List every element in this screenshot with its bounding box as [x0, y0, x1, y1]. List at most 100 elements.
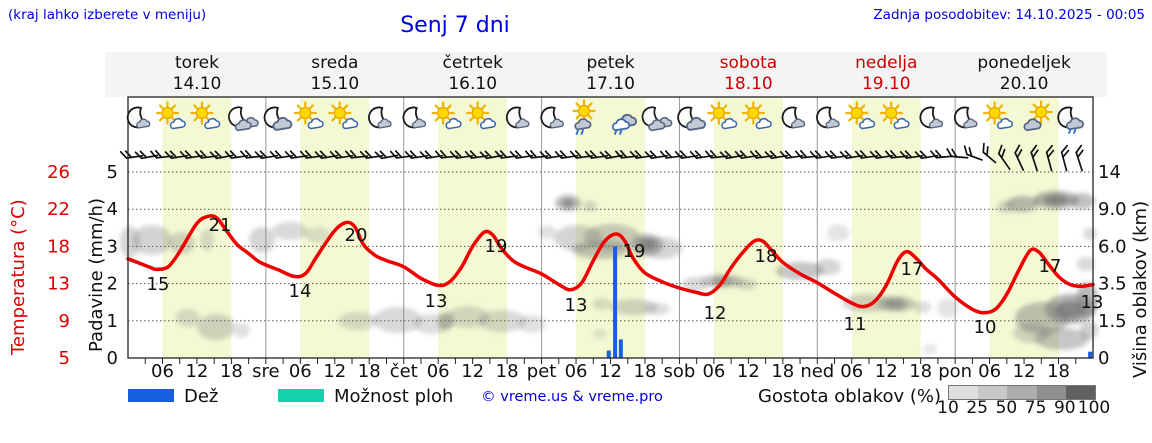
density-segment: [949, 386, 979, 399]
svg-text:12: 12: [323, 361, 346, 382]
rain-legend-swatch: [128, 389, 174, 402]
svg-text:18: 18: [496, 361, 519, 382]
day-date: 20.10: [999, 74, 1049, 94]
day-header-strip: [105, 52, 1107, 97]
weather-icon-sc: [293, 101, 324, 130]
day-header-sreda[interactable]: sreda 15.10: [266, 53, 404, 95]
weather-icon-ccr: [611, 113, 637, 135]
weather-icon-scr: [572, 99, 596, 135]
day-name: sobota: [719, 53, 778, 73]
weather-icon-sc: [879, 101, 910, 130]
density-tick-label: 100: [1077, 398, 1111, 418]
svg-text:06: 06: [702, 361, 725, 382]
svg-text:18: 18: [1047, 361, 1070, 382]
day-name: sreda: [311, 53, 359, 73]
svg-text:21: 21: [209, 215, 232, 236]
svg-text:06: 06: [565, 361, 588, 382]
weather-icon-mc: [540, 106, 564, 129]
svg-text:18: 18: [634, 361, 657, 382]
cloud-tick-labels: 14 9.0 6.0 3.5 1.5 0: [1098, 162, 1127, 369]
day-header-četrtek[interactable]: četrtek 16.10: [404, 53, 542, 95]
svg-text:čet: čet: [390, 361, 418, 382]
weather-icon-sc: [328, 101, 359, 130]
last-update-text: Zadnja posodobitev: 14.10.2025 - 00:05: [873, 7, 1145, 23]
svg-text:26: 26: [47, 162, 70, 183]
weather-icon-mc: [781, 106, 806, 129]
day-name: torek: [175, 53, 219, 73]
day-name: ponedeljek: [977, 53, 1071, 73]
temp-tick-labels: 26 22 18 13 9 5: [47, 162, 70, 369]
density-segment: [1065, 386, 1096, 399]
svg-text:18: 18: [771, 361, 794, 382]
svg-text:15: 15: [147, 274, 170, 295]
svg-text:12: 12: [599, 361, 622, 382]
svg-text:pet: pet: [527, 361, 557, 382]
weather-icon-sc: [155, 101, 186, 130]
day-date: 18.10: [724, 74, 773, 94]
svg-text:0: 0: [1098, 348, 1109, 369]
density-segment: [1007, 386, 1037, 399]
density-tick-label: 25: [966, 398, 989, 418]
svg-text:0: 0: [107, 348, 118, 369]
page-title: Senj 7 dni: [400, 13, 510, 38]
svg-text:sre: sre: [252, 361, 279, 382]
svg-text:sob: sob: [664, 361, 696, 382]
svg-text:6.0: 6.0: [1098, 236, 1127, 257]
weather-icon-mc: [368, 106, 392, 129]
weather-icon-mc: [505, 106, 530, 129]
location-menu-hint[interactable]: (kraj lahko izberete v meniju): [8, 7, 207, 23]
svg-text:11: 11: [844, 314, 867, 335]
day-name: petek: [586, 53, 635, 73]
weather-icon-sc: [983, 101, 1013, 130]
temperature-value-labels: 15 21 14 20 13 19 13 19 12 18 11 17 10 17 13: [147, 215, 1104, 338]
day-header-torek[interactable]: torek 14.10: [128, 53, 266, 95]
svg-text:22: 22: [47, 199, 70, 220]
svg-text:18: 18: [47, 236, 70, 257]
svg-text:5: 5: [107, 162, 118, 183]
weather-icon-sc: [431, 101, 462, 130]
density-tick-label: 90: [1053, 398, 1076, 418]
svg-text:13: 13: [47, 274, 70, 295]
weather-icon-mc: [816, 106, 840, 129]
svg-text:13: 13: [425, 291, 448, 312]
svg-text:18: 18: [909, 361, 932, 382]
day-header-petek[interactable]: petek 17.10: [542, 53, 680, 95]
rain-bars: [606, 246, 1093, 358]
svg-text:14: 14: [289, 281, 312, 302]
weather-icon-sgc: [1023, 100, 1053, 132]
precip-tick-labels: 5 4 3 2 1 0: [107, 162, 118, 369]
svg-text:19: 19: [485, 236, 508, 257]
day-date: 15.10: [310, 74, 360, 94]
showers-legend-swatch: [278, 389, 324, 402]
weather-icon-mgc: [677, 106, 706, 131]
day-header-nedelja[interactable]: nedelja 19.10: [817, 53, 955, 95]
copyright-link[interactable]: © vreme.us & vreme.pro: [481, 389, 663, 405]
gridlines: [128, 97, 1093, 358]
svg-text:13: 13: [565, 295, 588, 316]
svg-text:2: 2: [107, 274, 118, 295]
day-header-ponedeljek[interactable]: ponedeljek 20.10: [955, 53, 1093, 95]
precipitation-axis-label: Padavine (mm/h): [86, 198, 107, 352]
cloud-density-gradient: [948, 385, 1096, 400]
weather-icon-sc: [190, 101, 221, 130]
showers-legend-label: Možnost ploh: [334, 386, 454, 407]
svg-text:12: 12: [737, 361, 760, 382]
weather-icon-mgcr: [1057, 106, 1084, 134]
day-header-sobota[interactable]: sobota 18.10: [679, 53, 817, 95]
temperature-axis-label: Temperatura (°C): [8, 199, 29, 355]
weather-icon-mc: [126, 106, 151, 129]
svg-text:20: 20: [345, 225, 368, 246]
svg-text:3.5: 3.5: [1098, 274, 1127, 295]
density-tick-label: 50: [995, 398, 1018, 418]
svg-text:5: 5: [59, 348, 70, 369]
density-segment: [1036, 386, 1066, 399]
time-axis: [144, 358, 1077, 364]
day-date: 19.10: [861, 74, 911, 94]
svg-text:1.5: 1.5: [1098, 311, 1127, 332]
svg-text:9: 9: [59, 311, 70, 332]
day-name: nedelja: [855, 53, 918, 73]
svg-text:ned: ned: [800, 361, 834, 382]
svg-text:12: 12: [185, 361, 208, 382]
svg-text:06: 06: [840, 361, 863, 382]
